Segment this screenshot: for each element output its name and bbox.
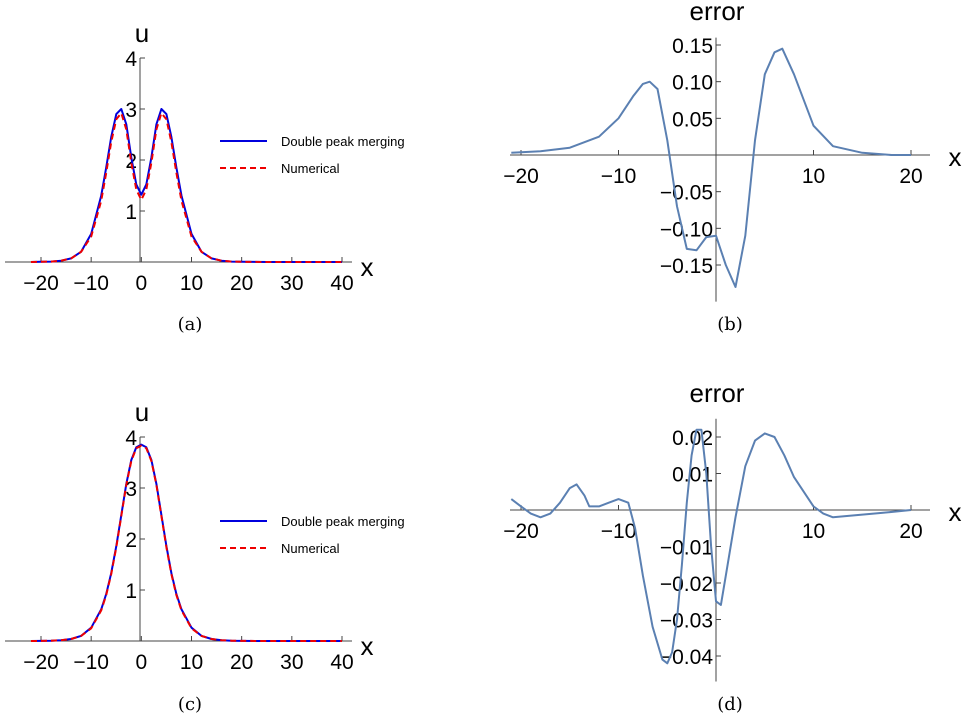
y-tick-label: −0.03	[660, 610, 713, 633]
y-tick-label: 1	[125, 201, 137, 224]
y-tick-label: −0.02	[660, 573, 713, 596]
series-line-error	[511, 47, 911, 288]
x-tick-label: −20	[503, 165, 539, 188]
legend: Double peak merging Numerical	[220, 134, 405, 176]
panel-caption: (c)	[178, 694, 202, 715]
x-tick-label: 10	[180, 272, 203, 295]
chart-panel-d: −20 −10 10 200.020.01−0.01−0.02−0.03−0.04xe…	[503, 378, 961, 715]
y-tick-label: −0.05	[660, 182, 713, 205]
x-tick-label: −10	[73, 651, 109, 674]
x-tick-label: −10	[601, 520, 637, 543]
x-tick-label: 40	[330, 651, 353, 674]
x-axis-label: x	[361, 631, 374, 661]
x-axis-label: x	[949, 142, 962, 172]
chart-title: error	[690, 378, 745, 408]
y-tick-label: 3	[125, 478, 137, 501]
legend-label: Numerical	[281, 161, 340, 176]
y-axis-label: u	[135, 18, 149, 48]
y-tick-label: 0.15	[672, 35, 713, 58]
x-tick-label: 0	[135, 651, 147, 674]
x-tick-label: −20	[23, 272, 59, 295]
x-tick-label: 10	[180, 651, 203, 674]
x-axis-label: x	[361, 252, 374, 282]
y-tick-label: 2	[125, 529, 137, 552]
y-tick-label: 1	[125, 580, 137, 603]
chart-panel-c: −20 −10 0 10 20 30 40 1 2 3 4 x u Double peak merging…	[5, 397, 405, 715]
series-line-error	[510, 428, 912, 665]
series-line-double-peak-merging	[30, 108, 342, 263]
legend-label: Double peak merging	[281, 514, 405, 529]
series-line-numerical	[30, 112, 342, 263]
chart-panel-b: −20 −10 10 20 0.15 0.10 0.05 −0.05 −0.10 −0.15 x er…	[503, 0, 961, 335]
x-tick-label: 30	[280, 272, 303, 295]
x-tick-label: 20	[899, 165, 922, 188]
x-tick-label: 20	[899, 520, 922, 543]
x-tick-label: 40	[330, 272, 353, 295]
legend-label: Numerical	[281, 541, 340, 556]
x-tick-label: −20	[23, 651, 59, 674]
x-tick-label: −10	[601, 165, 637, 188]
y-tick-label: 0.05	[672, 108, 713, 131]
y-tick-label: 0.01	[672, 464, 713, 487]
y-tick-label: 3	[125, 99, 137, 122]
y-axis-label: u	[135, 397, 149, 427]
x-tick-label: −10	[73, 272, 109, 295]
x-tick-label: 10	[802, 165, 825, 188]
x-tick-label: −20	[503, 520, 539, 543]
y-tick-label: −0.15	[660, 255, 713, 278]
panel-caption: (d)	[717, 694, 743, 715]
chart-title: error	[690, 0, 745, 26]
y-tick-label: −0.01	[660, 537, 713, 560]
panel-caption: (b)	[717, 314, 743, 335]
legend-label: Double peak merging	[281, 134, 405, 149]
x-axis-label: x	[949, 497, 962, 527]
x-tick-label: 10	[802, 520, 825, 543]
x-tick-label: 20	[230, 651, 253, 674]
y-tick-label: 4	[125, 427, 137, 450]
y-tick-label: 0.10	[672, 72, 713, 95]
x-tick-label: 20	[230, 272, 253, 295]
y-tick-label: −0.04	[660, 646, 713, 669]
x-tick-label: 0	[135, 272, 147, 295]
y-tick-label: 4	[125, 48, 137, 71]
series-line-double-peak-merging	[30, 443, 342, 642]
x-tick-label: 30	[280, 651, 303, 674]
y-tick-label: −0.10	[660, 218, 713, 241]
panel-caption: (a)	[178, 314, 203, 335]
legend: Double peak merging Numerical	[220, 514, 405, 556]
